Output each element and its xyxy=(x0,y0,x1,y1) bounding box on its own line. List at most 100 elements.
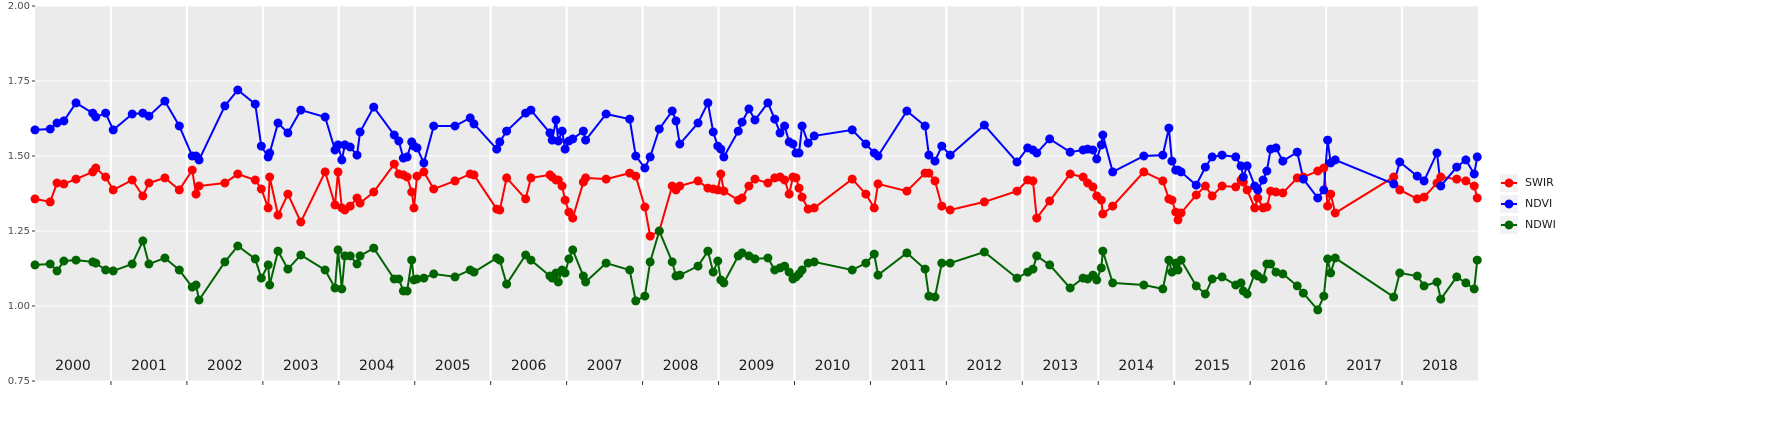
data-point xyxy=(1472,152,1482,162)
data-point xyxy=(1164,123,1174,133)
data-point xyxy=(394,274,404,284)
data-point xyxy=(1330,253,1340,263)
data-point xyxy=(1395,185,1405,195)
data-point xyxy=(256,141,266,151)
data-point xyxy=(1217,272,1227,282)
data-point xyxy=(320,112,330,122)
data-point xyxy=(744,104,754,114)
data-point xyxy=(1389,172,1399,182)
data-point xyxy=(1207,274,1217,284)
data-point xyxy=(409,203,419,213)
data-point xyxy=(671,116,681,126)
data-point xyxy=(101,108,111,118)
data-point xyxy=(1326,189,1336,199)
data-point xyxy=(1158,150,1168,160)
data-point xyxy=(1278,156,1288,166)
legend-label: NDVI xyxy=(1525,197,1552,210)
data-point xyxy=(920,121,930,131)
data-point xyxy=(631,151,641,161)
data-point xyxy=(369,187,379,197)
data-point xyxy=(174,265,184,275)
data-point xyxy=(333,245,343,255)
data-point xyxy=(1330,208,1340,218)
data-point xyxy=(296,250,306,260)
data-point xyxy=(412,274,422,284)
data-point xyxy=(645,257,655,267)
data-point xyxy=(601,174,611,184)
data-point xyxy=(797,265,807,275)
data-point xyxy=(1098,209,1108,219)
data-point xyxy=(568,213,578,223)
data-point xyxy=(784,189,794,199)
data-point xyxy=(645,152,655,162)
data-point xyxy=(1412,171,1422,181)
data-point xyxy=(750,115,760,125)
data-point xyxy=(1098,246,1108,256)
data-point xyxy=(979,247,989,257)
data-point xyxy=(194,181,204,191)
data-point xyxy=(1164,255,1174,265)
data-point xyxy=(675,270,685,280)
data-point xyxy=(1191,190,1201,200)
data-point xyxy=(1419,192,1429,202)
data-point xyxy=(1313,305,1323,315)
y-tick-label: 1.50 xyxy=(8,151,30,162)
data-point xyxy=(1298,288,1308,298)
data-point xyxy=(763,253,773,263)
data-point xyxy=(1469,169,1479,179)
data-point xyxy=(719,186,729,196)
data-point xyxy=(930,156,940,166)
data-point xyxy=(809,257,819,267)
data-point xyxy=(45,124,55,134)
data-point xyxy=(337,284,347,294)
data-point xyxy=(750,254,760,264)
data-point xyxy=(1176,208,1186,218)
data-point xyxy=(352,150,362,160)
data-point xyxy=(847,265,857,275)
data-point xyxy=(568,245,578,255)
data-point xyxy=(797,192,807,202)
data-point xyxy=(631,296,641,306)
data-point xyxy=(52,118,62,128)
data-point xyxy=(581,173,591,183)
data-point xyxy=(191,189,201,199)
data-point xyxy=(108,266,118,276)
data-point xyxy=(693,176,703,186)
data-point xyxy=(1088,145,1098,155)
data-point xyxy=(144,178,154,188)
data-point xyxy=(419,158,429,168)
data-point xyxy=(45,259,55,269)
data-point xyxy=(1231,152,1241,162)
data-point xyxy=(1271,187,1281,197)
data-point xyxy=(1395,268,1405,278)
data-point xyxy=(809,203,819,213)
data-point xyxy=(1242,185,1252,195)
data-point xyxy=(924,168,934,178)
data-point xyxy=(502,126,512,136)
data-point xyxy=(1412,271,1422,281)
data-point xyxy=(265,280,275,290)
data-point xyxy=(654,226,664,236)
data-point xyxy=(1032,213,1042,223)
legend-label: NDWI xyxy=(1525,218,1556,231)
data-point xyxy=(71,174,81,184)
data-point xyxy=(794,148,804,158)
data-point xyxy=(1207,191,1217,201)
data-point xyxy=(355,198,365,208)
data-point xyxy=(788,139,798,149)
data-point xyxy=(256,184,266,194)
x-tick-label: 2010 xyxy=(815,358,851,374)
data-point xyxy=(91,112,101,122)
data-point xyxy=(220,101,230,111)
data-point xyxy=(557,126,567,136)
data-point xyxy=(1298,174,1308,184)
data-point xyxy=(1262,166,1272,176)
data-point xyxy=(1271,267,1281,277)
data-point xyxy=(1412,194,1422,204)
data-point xyxy=(869,249,879,259)
data-point xyxy=(1108,278,1118,288)
data-point xyxy=(1028,176,1038,186)
data-point xyxy=(737,193,747,203)
data-point xyxy=(1045,196,1055,206)
data-point xyxy=(160,96,170,106)
